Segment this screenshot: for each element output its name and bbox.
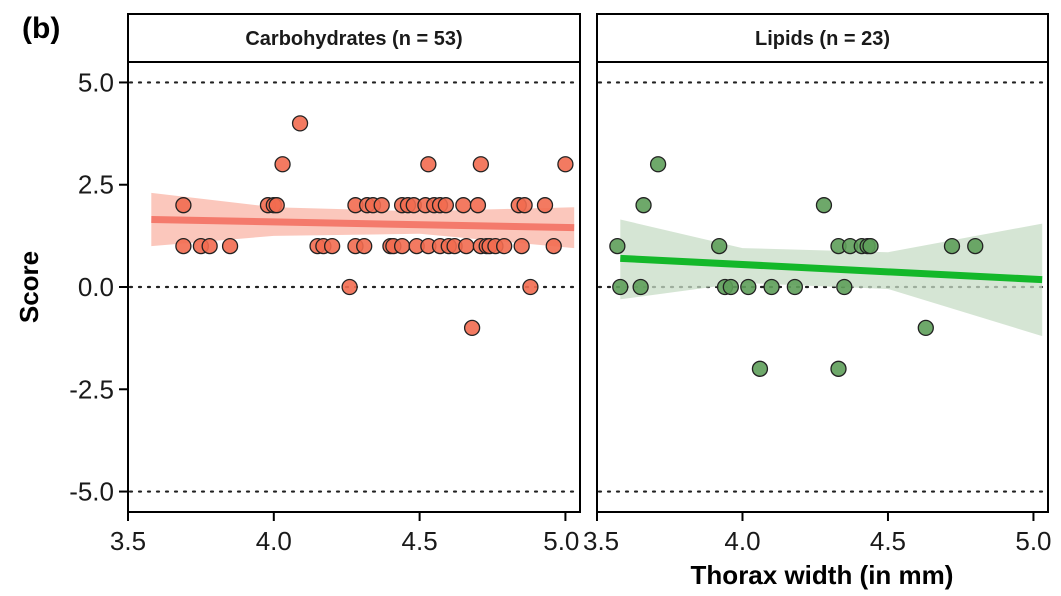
facet-strip bbox=[596, 13, 1049, 63]
data-point bbox=[274, 156, 291, 173]
x-tick-label: 3.5 bbox=[583, 526, 619, 556]
x-tick-label: 4.0 bbox=[724, 526, 760, 556]
y-axis-title: Score bbox=[14, 251, 44, 323]
x-tick-label: 3.5 bbox=[110, 526, 146, 556]
data-point bbox=[291, 115, 309, 132]
data-point bbox=[649, 156, 667, 173]
data-point bbox=[373, 197, 390, 214]
data-point bbox=[815, 197, 833, 214]
data-point bbox=[522, 278, 539, 296]
data-point bbox=[632, 278, 649, 296]
data-point bbox=[763, 278, 780, 296]
data-point bbox=[463, 319, 481, 337]
x-tick-label: 4.5 bbox=[402, 526, 438, 556]
data-point bbox=[420, 156, 437, 173]
data-point bbox=[967, 237, 984, 255]
trend-line bbox=[620, 254, 1043, 284]
data-point bbox=[496, 237, 513, 255]
y-tick-label: -5.0 bbox=[69, 477, 114, 507]
plot-panel bbox=[596, 61, 1049, 513]
data-point bbox=[458, 237, 475, 255]
y-tick-label: 2.5 bbox=[78, 170, 114, 200]
data-point bbox=[917, 319, 934, 337]
data-point bbox=[221, 237, 239, 255]
x-tick-label: 4.0 bbox=[256, 526, 292, 556]
data-point bbox=[612, 278, 629, 296]
trend-line bbox=[151, 216, 575, 232]
data-point bbox=[513, 237, 530, 255]
data-point bbox=[201, 237, 218, 255]
data-point bbox=[455, 197, 472, 214]
data-point bbox=[175, 237, 192, 255]
data-point bbox=[469, 197, 487, 214]
data-point bbox=[836, 278, 853, 296]
x-tick-label: 4.5 bbox=[870, 526, 906, 556]
data-point bbox=[609, 237, 626, 255]
data-point bbox=[635, 197, 652, 214]
facet-title: Lipids (n = 23) bbox=[755, 28, 890, 50]
y-tick-label: 5.0 bbox=[78, 67, 114, 97]
data-point bbox=[862, 237, 879, 255]
data-point bbox=[751, 360, 769, 377]
data-point bbox=[545, 237, 562, 255]
x-tick-label: 5.0 bbox=[1015, 526, 1051, 556]
facet-title: Carbohydrates (n = 53) bbox=[245, 28, 462, 50]
y-tick-label: -2.5 bbox=[69, 374, 114, 404]
data-point bbox=[722, 278, 739, 296]
data-point bbox=[437, 197, 455, 214]
data-point bbox=[943, 237, 961, 255]
data-point bbox=[356, 237, 373, 255]
facet-strip bbox=[127, 13, 581, 63]
data-point bbox=[268, 197, 285, 214]
data-point bbox=[711, 237, 728, 255]
facet-2: Lipids (n = 23) 3.5 4.0 4.5 5.0 bbox=[583, 13, 1052, 556]
panel-label: (b) bbox=[22, 12, 61, 45]
data-point bbox=[393, 237, 411, 255]
data-point bbox=[472, 156, 490, 173]
data-point bbox=[786, 278, 804, 296]
data-point bbox=[516, 197, 533, 214]
x-tick-label: 5.0 bbox=[543, 526, 579, 556]
data-point bbox=[341, 278, 358, 296]
y-tick-label: 0.0 bbox=[78, 272, 114, 302]
data-point bbox=[175, 197, 192, 214]
data-point bbox=[557, 156, 574, 173]
data-point bbox=[740, 278, 757, 296]
facet-1: Carbohydrates (n = 53) 3.5 4.0 4.5 5.0 5.0 2.5… bbox=[69, 13, 581, 556]
x-axis-title: Thorax width (in mm) bbox=[691, 560, 954, 590]
data-point bbox=[323, 237, 341, 255]
data-point bbox=[830, 360, 847, 377]
data-point bbox=[536, 197, 554, 214]
